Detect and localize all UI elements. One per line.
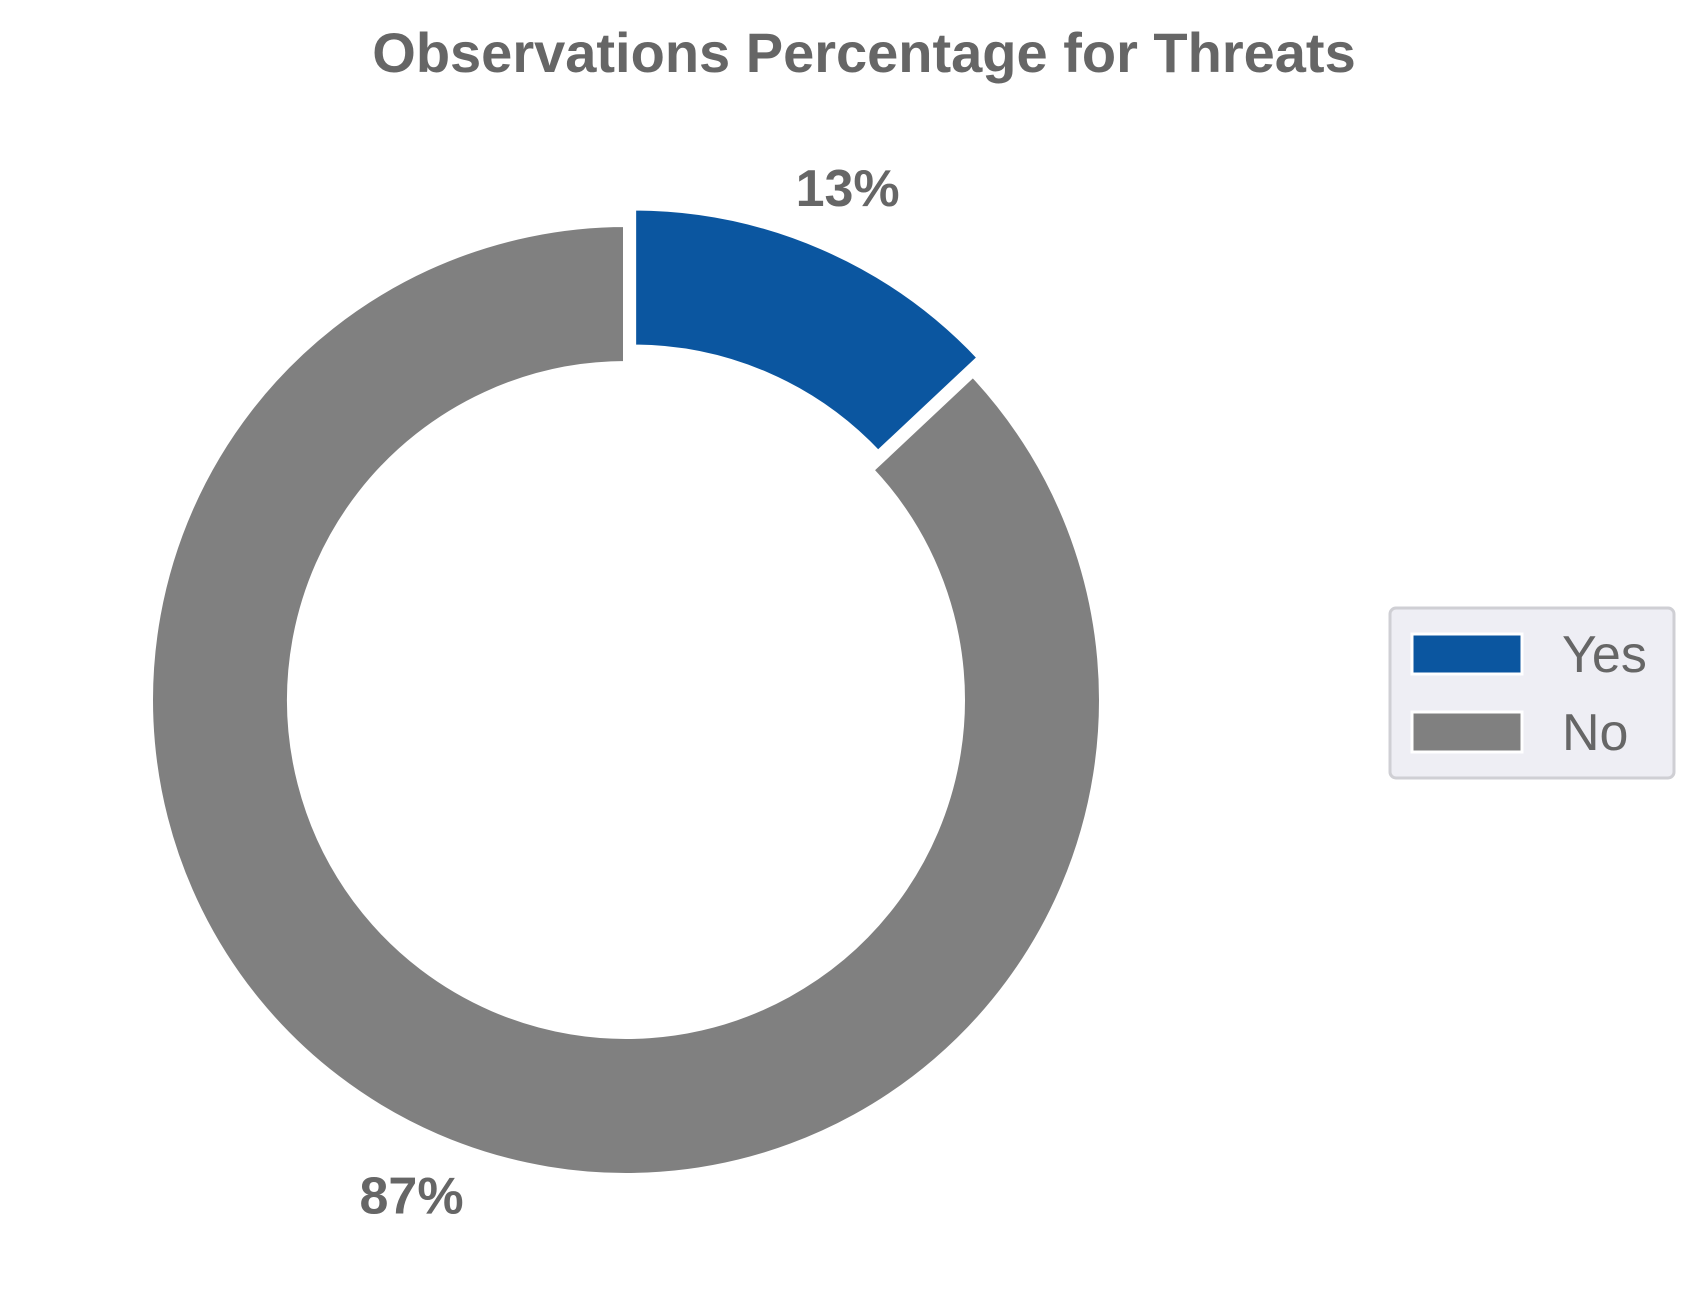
- donut-slices: [147, 204, 1105, 1179]
- slice-label-no: 87%: [360, 1168, 464, 1226]
- legend: Yes No: [1388, 606, 1676, 780]
- slice-label-yes: 13%: [796, 160, 900, 218]
- slice-no: [147, 220, 1105, 1179]
- legend-swatch-yes: [1410, 632, 1524, 676]
- slice-labels: 13% 87%: [360, 160, 900, 1226]
- slice-yes: [630, 204, 985, 458]
- chart-title: Observations Percentage for Threats: [372, 21, 1355, 84]
- legend-label-no: No: [1562, 704, 1628, 762]
- legend-label-yes: Yes: [1562, 626, 1647, 684]
- legend-swatch-no: [1410, 710, 1524, 754]
